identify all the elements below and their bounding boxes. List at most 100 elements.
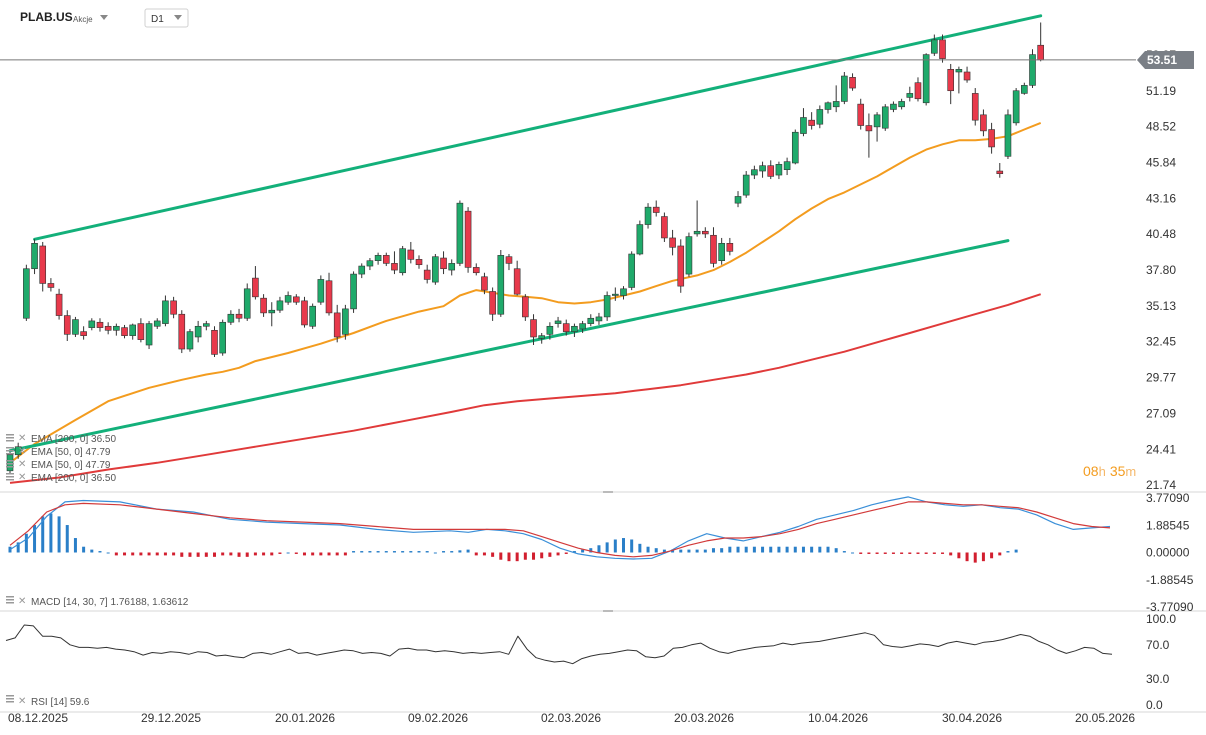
candle: [88, 318, 96, 331]
rsi-legend: ✕ RSI [14] 59.6: [6, 695, 90, 708]
candle: [669, 229, 676, 256]
macd-histogram-bar: [736, 546, 740, 553]
candle: [693, 200, 701, 237]
macd-histogram-bar: [466, 549, 470, 553]
macd-histogram-bar: [147, 552, 151, 556]
candle: [587, 314, 595, 327]
macd-histogram-bar: [810, 546, 814, 553]
menu-icon[interactable]: [6, 447, 14, 455]
menu-icon[interactable]: [6, 434, 14, 442]
macd-histogram-bar: [294, 552, 298, 554]
date-axis-label: 20.03.2026: [674, 711, 734, 725]
candle: [219, 319, 226, 356]
menu-icon[interactable]: [6, 596, 14, 604]
menu-icon[interactable]: [6, 473, 14, 481]
candle: [857, 98, 865, 130]
macd-histogram-bar: [597, 545, 601, 553]
macd-histogram-bar: [957, 552, 961, 559]
menu-icon[interactable]: [6, 460, 14, 468]
ema200-path: [9, 293, 1042, 484]
candle: [162, 295, 169, 327]
candle: [955, 66, 963, 94]
macd-histogram-bar: [213, 552, 216, 557]
date-axis-label: 29.12.2025: [141, 711, 201, 725]
symbol-label[interactable]: PLAB.US: [20, 10, 73, 24]
macd-histogram-bar: [57, 516, 61, 553]
candle: [72, 316, 79, 337]
close-icon[interactable]: ✕: [18, 433, 26, 444]
candle: [301, 296, 308, 328]
price-axis-label: 32.45: [1146, 335, 1176, 349]
candle: [988, 122, 995, 154]
candle: [636, 220, 644, 256]
candle: [374, 252, 382, 265]
macd-histogram-bar: [327, 552, 331, 556]
candle: [783, 157, 791, 176]
close-icon[interactable]: ✕: [18, 446, 26, 457]
rsi-axis-label: 100.0: [1146, 612, 1176, 626]
macd-axis-label: 1.88545: [1146, 518, 1190, 532]
indicator-legend-row: ✕ EMA [200, 0] 36.50: [6, 433, 116, 445]
rsi-legend-text: RSI [14] 59.6: [31, 697, 90, 708]
macd-histogram-bar: [450, 551, 454, 553]
candle: [63, 310, 71, 341]
macd-axis-label: 0.00000: [1146, 546, 1190, 560]
candle: [481, 272, 488, 295]
macd-histogram-bar: [646, 546, 650, 553]
macd-histogram-bar: [842, 551, 846, 553]
rsi-axis-label: 0.0: [1146, 698, 1163, 712]
panel-resize-handle[interactable]: [603, 610, 613, 612]
candle: [276, 296, 284, 313]
macd-histogram-bar: [556, 552, 560, 556]
macd-histogram-bar: [581, 549, 585, 553]
macd-histogram-bar: [82, 546, 86, 553]
candle: [931, 34, 938, 56]
macd-legend: ✕ MACD [14, 30, 7] 1.76188, 1.63612: [6, 596, 189, 608]
channel-lower-line[interactable]: [8, 239, 1010, 453]
candle: [562, 319, 570, 336]
candle: [366, 258, 374, 271]
candle: [1021, 82, 1028, 95]
macd-histogram-bar: [41, 516, 45, 553]
candle: [203, 320, 210, 331]
macd-histogram-bar: [262, 552, 266, 556]
macd-histogram-bar: [188, 552, 192, 557]
macd-histogram-bar: [818, 546, 822, 553]
macd-histogram-bar: [409, 551, 413, 553]
close-icon[interactable]: ✕: [18, 696, 26, 707]
candle: [701, 227, 709, 238]
macd-histogram-bar: [564, 552, 568, 554]
candle: [194, 320, 202, 343]
trend-channel[interactable]: [8, 14, 1043, 453]
macd-histogram-bar: [859, 552, 863, 554]
rsi-path: [5, 624, 1113, 665]
macd-histogram-bar: [793, 546, 797, 553]
menu-icon[interactable]: [6, 695, 14, 703]
candle: [595, 312, 603, 325]
close-icon[interactable]: ✕: [18, 459, 26, 470]
date-axis-label: 02.03.2026: [541, 711, 601, 725]
indicator-legends: ✕ EMA [200, 0] 36.50 ✕ EMA [50, 0] 47.79 ✕ EM…: [6, 433, 116, 484]
close-icon[interactable]: ✕: [18, 596, 26, 607]
timeframe-select[interactable]: D1: [144, 8, 189, 28]
candle: [497, 249, 505, 317]
price-axis-label: 40.48: [1146, 227, 1176, 241]
candle: [677, 239, 685, 293]
candle: [350, 271, 357, 313]
candle: [644, 203, 652, 229]
channel-upper-line[interactable]: [33, 14, 1043, 241]
candle: [211, 326, 218, 358]
macd-histogram-bar: [532, 552, 536, 560]
panel-resize-handle[interactable]: [603, 491, 613, 493]
macd-histogram-bar: [491, 552, 495, 557]
close-icon[interactable]: ✕: [18, 472, 26, 483]
candle: [268, 302, 276, 327]
candle: [55, 288, 63, 320]
macd-histogram-bar: [196, 552, 200, 557]
price-axis-label: 43.16: [1146, 191, 1176, 205]
candle-countdown: 08h 35m: [1083, 463, 1136, 479]
symbol-dropdown-icon[interactable]: [100, 15, 108, 20]
indicator-legend-row: ✕ EMA [200, 0] 36.50: [6, 472, 116, 484]
macd-histogram-bar: [761, 546, 765, 553]
